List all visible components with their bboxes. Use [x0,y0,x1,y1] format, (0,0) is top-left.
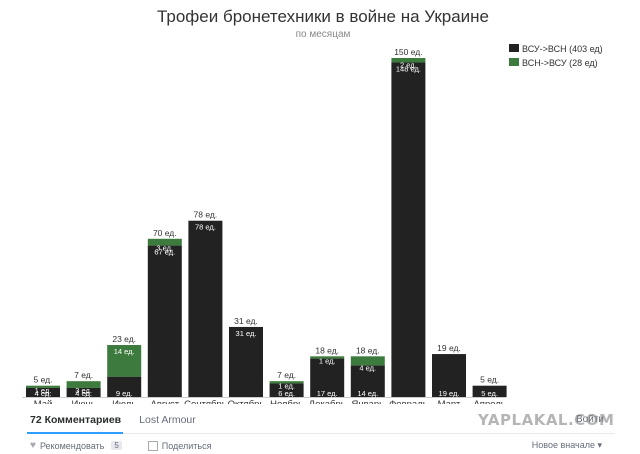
bar-series-1-8 [350,365,385,397]
data-label-series-2-3: 3 ед. [156,244,173,253]
bar-series-2-8 [350,356,385,366]
data-label-series-1-1: 4 ед. [75,389,92,398]
comment-tabs: 72 Комментариев Lost Armour [30,414,196,426]
plot-area: 4 ед.1 ед.5 ед.Май4 ед.3 ед.7 ед.Июнь9 е… [22,47,507,404]
x-tick-label-7: Декабрь [309,399,346,404]
total-label-0: 5 ед. [34,375,53,385]
x-tick-label-2: Июль [112,399,136,404]
bar-series-2-3 [147,238,182,246]
data-label-series-2-8: 4 ед. [359,363,376,372]
data-label-series-1-7: 17 ед. [317,389,338,398]
x-tick-label-9: Февраль [389,399,428,404]
x-tick-label-11: Апрель [473,399,505,404]
comment-actions: ♥ Рекомендовать 5 Поделиться [30,440,211,451]
x-tick-label-10: Март [438,399,461,404]
heart-icon: ♥ [30,440,36,451]
x-tick-label-8: Январь [352,399,385,404]
total-label-1: 7 ед. [74,370,93,380]
total-label-2: 23 ед. [112,334,136,344]
data-label-series-1-10: 19 ед. [439,389,460,398]
bar-series-1-5 [229,326,263,397]
total-label-7: 18 ед. [315,345,339,355]
x-tick-label-3: Август [151,399,180,404]
tab-comments[interactable]: 72 Комментариев [30,414,122,426]
data-label-series-1-9: 148 ед. [396,65,421,74]
data-label-series-1-3: 67 ед. [154,248,175,257]
x-tick-label-4: Сентябрь [184,399,227,404]
x-tick-label-0: Май [34,399,53,404]
data-label-series-1-4: 78 ед. [195,223,216,232]
share-icon [147,440,158,451]
bar-series-1-2 [107,376,142,397]
comments-footer: 72 Комментариев Lost Armour Войти ♥ Реко… [0,404,640,454]
bar-series-1-6 [269,383,304,397]
bar-series-2-0 [26,385,60,388]
bar-series-1-0 [26,387,60,397]
data-label-series-2-1: 3 ед. [75,386,92,395]
legend-swatch-series-1 [509,44,519,52]
share-button[interactable]: Поделиться [147,440,212,451]
bar-series-1-1 [66,387,101,397]
data-label-series-1-11: 5 ед. [481,389,498,398]
total-label-10: 19 ед. [437,343,461,353]
data-label-series-1-8: 14 ед. [357,389,378,398]
sort-dropdown[interactable]: Новое вначале ▾ [531,440,602,450]
data-label-series-2-0: 1 ед. [35,386,52,395]
bar-series-2-7 [310,356,345,359]
bar-series-1-7 [310,358,345,397]
total-label-5: 31 ед. [234,316,258,326]
active-tab-underline [27,432,123,434]
divider [27,433,615,434]
total-label-8: 18 ед. [356,345,380,355]
recommend-button[interactable]: Рекомендовать [39,440,105,451]
chart-title: Трофеи бронетехники в войне на Украине [157,7,489,26]
login-link[interactable]: Войти [576,414,604,425]
legend-swatch-series-2 [509,58,519,66]
data-label-series-2-9: 2 ед. [400,61,417,70]
legend-label-series-1: ВСУ->ВСН (403 ед) [522,44,603,54]
bar-series-1-3 [147,245,182,397]
data-label-series-1-5: 31 ед. [236,329,257,338]
watermark-logo: YAPLAKAL.COM [478,411,615,429]
total-label-6: 7 ед. [277,370,296,380]
tab-site[interactable]: Lost Armour [139,414,196,426]
bar-series-1-4 [188,220,223,397]
data-label-series-1-6: 6 ед. [278,389,295,398]
bar-series-2-6 [269,381,304,384]
bar-series-2-9 [391,58,426,63]
legend: ВСУ->ВСН (403 ед) ВСН->ВСУ (28 ед) [509,44,603,68]
total-label-3: 70 ед. [153,228,177,238]
bar-series-1-9 [391,62,426,398]
bar-series-1-10 [432,354,466,397]
chart: Трофеи бронетехники в войне на Украине п… [22,7,603,404]
total-label-9: 150 ед. [394,47,422,57]
chart-subtitle: по месяцам [296,29,351,40]
data-label-series-1-0: 4 ед. [35,389,52,398]
data-label-series-2-2: 14 ед. [114,347,135,356]
data-label-series-2-6: 1 ед. [278,381,295,390]
x-tick-label-5: Октябрь [228,399,265,404]
bar-series-2-1 [66,381,101,388]
recommend-count: 5 [111,441,122,450]
data-label-series-2-7: 1 ед. [319,357,336,366]
bar-series-1-11 [472,385,507,397]
x-tick-label-6: Ноябрь [270,399,303,404]
x-tick-label-1: Июнь [72,399,96,404]
data-label-series-1-2: 9 ед. [116,389,133,398]
total-label-11: 5 ед. [480,375,499,385]
legend-label-series-2: ВСН->ВСУ (28 ед) [522,58,598,68]
share-label: Поделиться [161,440,212,451]
bar-series-2-2 [107,345,142,377]
total-label-4: 78 ед. [194,210,218,220]
